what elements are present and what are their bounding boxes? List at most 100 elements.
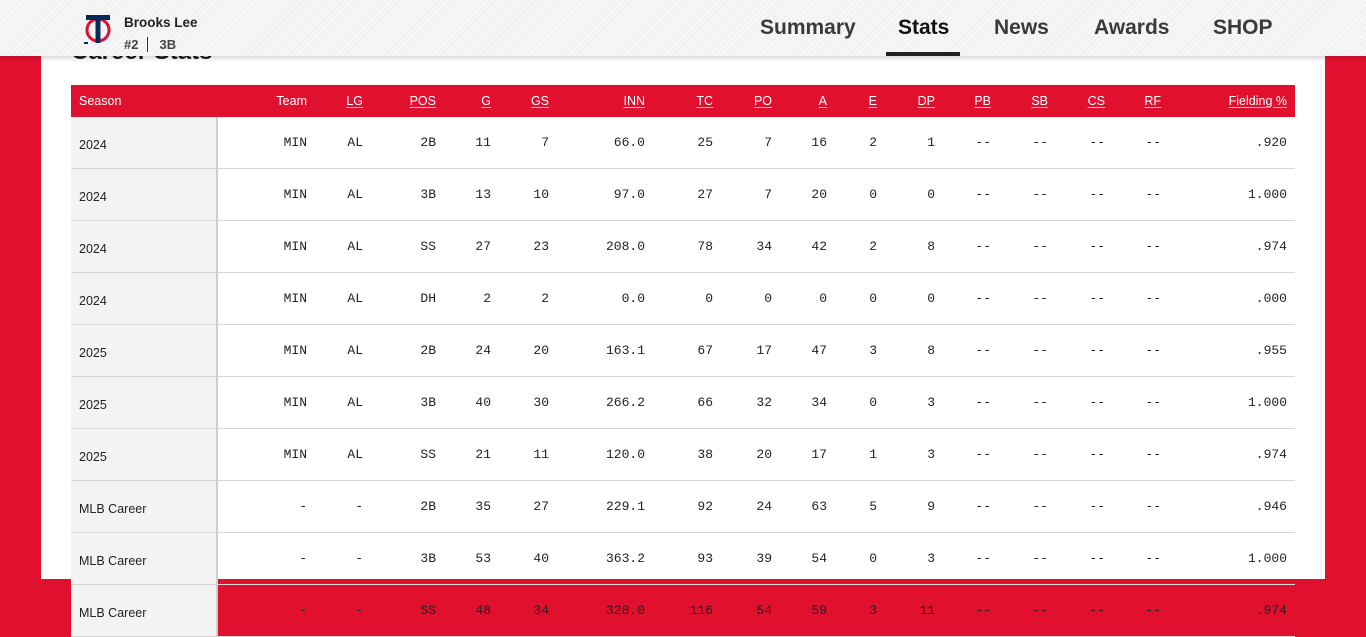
column-header-label: POS <box>409 94 436 108</box>
table-row: MLB Career - -2B 35 27 229.1 92 24 63 5 9 -- -- -- --.… <box>71 480 1295 533</box>
cell-tc: 0 <box>653 272 721 325</box>
cell-lg: - <box>315 480 371 533</box>
column-header-pb[interactable]: PB <box>943 85 999 117</box>
cell-tc: 67 <box>653 324 721 377</box>
column-header-dp[interactable]: DP <box>885 85 943 117</box>
cell-gs: 30 <box>499 376 557 429</box>
column-header-team[interactable]: Team <box>217 85 315 117</box>
cell-gs: 40 <box>499 532 557 585</box>
cell-team: MIN <box>217 428 315 481</box>
cell-pos: 3B <box>371 532 444 585</box>
cell-e: 0 <box>835 272 885 325</box>
cell-a: 63 <box>780 480 835 533</box>
cell-rf: -- <box>1113 324 1169 377</box>
cell-g: 48 <box>444 584 499 637</box>
column-header-a[interactable]: A <box>780 85 835 117</box>
cell-pos: 2B <box>371 480 444 533</box>
cell-season: 2024 <box>71 168 218 221</box>
column-header-fielding-pct[interactable]: Fielding % <box>1169 85 1295 117</box>
cell-fielding-pct: .974 <box>1169 584 1295 637</box>
cell-lg: AL <box>315 376 371 429</box>
cell-dp: 3 <box>885 428 943 481</box>
cell-dp: 9 <box>885 480 943 533</box>
column-header-g[interactable]: G <box>444 85 499 117</box>
cell-po: 20 <box>721 428 780 481</box>
column-header-sb[interactable]: SB <box>999 85 1056 117</box>
career-stats-table: Season Team LG POS G GS INN TC PO A E DP PB SB CS RF Fie… <box>71 85 1295 637</box>
cell-tc: 66 <box>653 376 721 429</box>
nav-summary[interactable]: Summary <box>760 16 856 39</box>
table-row: MLB Career - -3B 53 40 363.2 93 39 54 0 3 -- -- -- -- 1… <box>71 532 1295 585</box>
cell-sb: -- <box>999 168 1056 221</box>
cell-a: 20 <box>780 168 835 221</box>
nav-shop[interactable]: SHOP <box>1213 16 1273 39</box>
column-header-inn[interactable]: INN <box>557 85 653 117</box>
cell-lg: AL <box>315 272 371 325</box>
column-header-label: PO <box>753 94 772 108</box>
cell-a: 54 <box>780 532 835 585</box>
cell-inn: 66.0 <box>557 117 653 169</box>
cell-sb: -- <box>999 428 1056 481</box>
nav-awards[interactable]: Awards <box>1094 16 1170 39</box>
cell-tc: 27 <box>653 168 721 221</box>
cell-season: MLB Career <box>71 532 218 585</box>
cell-cs: -- <box>1056 324 1113 377</box>
column-header-po[interactable]: PO <box>721 85 780 117</box>
cell-lg: AL <box>315 117 371 169</box>
cell-g: 27 <box>444 220 499 273</box>
cell-cs: -- <box>1056 480 1113 533</box>
column-header-gs[interactable]: GS <box>499 85 557 117</box>
cell-g: 21 <box>444 428 499 481</box>
cell-season: 2025 <box>71 428 218 481</box>
table-row: 2025 MIN AL SS 21 11 120.0 38 20 17 1 3 -- -- -- -- .974 <box>71 428 1295 481</box>
cell-g: 2 <box>444 272 499 325</box>
column-header-tc[interactable]: TC <box>653 85 721 117</box>
cell-rf: -- <box>1113 480 1169 533</box>
table-row: 2024 MIN AL 2B 11 7 66.0 25 7 16 2 1 -- -- -- -- .920 <box>71 117 1295 169</box>
cell-po: 7 <box>721 117 780 169</box>
column-header-pos[interactable]: POS <box>371 85 444 117</box>
cell-rf: -- <box>1113 272 1169 325</box>
cell-gs: 27 <box>499 480 557 533</box>
nav-stats[interactable]: Stats <box>898 16 950 39</box>
cell-gs: 2 <box>499 272 557 325</box>
cell-team: MIN <box>217 220 315 273</box>
cell-fielding-pct: .000 <box>1169 272 1295 325</box>
cell-dp: 1 <box>885 117 943 169</box>
cell-po: 39 <box>721 532 780 585</box>
cell-a: 17 <box>780 428 835 481</box>
cell-season: 2024 <box>71 117 218 169</box>
cell-gs: 11 <box>499 428 557 481</box>
cell-fielding-pct: 1.000 <box>1169 376 1295 429</box>
cell-cs: -- <box>1056 376 1113 429</box>
cell-pos: 2B <box>371 117 444 169</box>
column-header-e[interactable]: E <box>835 85 885 117</box>
cell-rf: -- <box>1113 168 1169 221</box>
column-header-rf[interactable]: RF <box>1113 85 1169 117</box>
column-header-label: CS <box>1087 94 1105 108</box>
cell-tc: 93 <box>653 532 721 585</box>
twins-tc-logo-icon[interactable] <box>80 11 116 47</box>
nav-news[interactable]: News <box>994 16 1049 39</box>
table-row: 2024 MIN AL DH 2 2 0.0 0 0 0 0 0 -- -- -- -- .000 <box>71 272 1295 325</box>
cell-tc: 78 <box>653 220 721 273</box>
cell-a: 16 <box>780 117 835 169</box>
cell-pos: DH <box>371 272 444 325</box>
cell-e: 2 <box>835 117 885 169</box>
column-header-season: Season <box>71 85 217 117</box>
nav-active-indicator <box>886 52 960 56</box>
column-header-lg[interactable]: LG <box>315 85 371 117</box>
cell-dp: 3 <box>885 532 943 585</box>
cell-season: 2024 <box>71 272 218 325</box>
table-row: 2024 MIN AL SS 27 23 208.0 78 34 42 2 8 -- -- -- -- .974 <box>71 220 1295 273</box>
cell-sb: -- <box>999 480 1056 533</box>
player-name: Brooks Lee <box>124 15 198 30</box>
cell-cs: -- <box>1056 428 1113 481</box>
column-header-label: A <box>818 94 827 108</box>
cell-e: 3 <box>835 324 885 377</box>
cell-inn: 120.0 <box>557 428 653 481</box>
cell-season: MLB Career <box>71 480 218 533</box>
table-body: 2024 MIN AL 2B 11 7 66.0 25 7 16 2 1 -- -- -- -- .920 202… <box>71 117 1295 637</box>
cell-po: 24 <box>721 480 780 533</box>
column-header-cs[interactable]: CS <box>1056 85 1113 117</box>
